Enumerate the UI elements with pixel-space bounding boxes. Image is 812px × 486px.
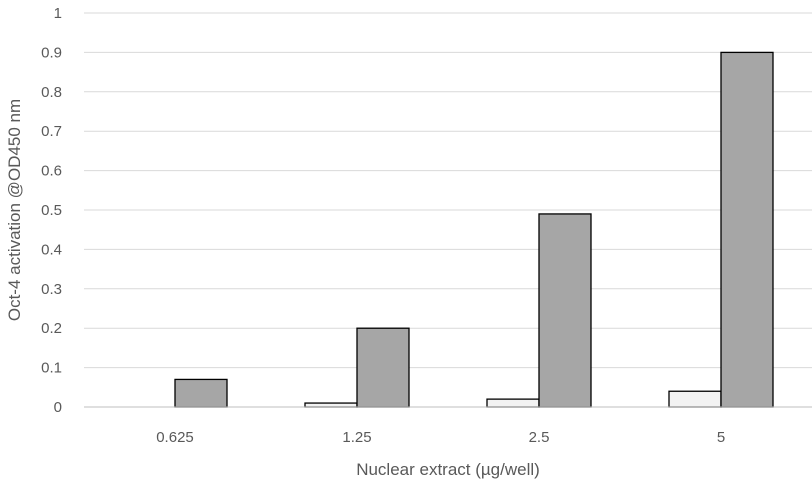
bar-series2 (356, 327, 410, 408)
x-axis-title: Nuclear extract (µg/well) (356, 460, 540, 479)
y-tick-label: 0.8 (41, 84, 62, 101)
bar-series2 (174, 378, 228, 408)
y-tick-label: 0.2 (41, 320, 62, 337)
x-tick-label: 5 (717, 429, 725, 446)
y-tick-label: 0.6 (41, 163, 62, 180)
bar-series1 (304, 402, 358, 408)
x-tick-label: 2.5 (529, 429, 550, 446)
y-tick-label: 0.3 (41, 281, 62, 298)
bar-series2 (538, 213, 592, 408)
x-tick-label: 0.625 (156, 429, 194, 446)
y-tick-label: 0.1 (41, 360, 62, 377)
gridlines (84, 12, 812, 369)
bar-series2 (720, 51, 774, 408)
y-axis-title: Oct-4 activation @OD450 nm (5, 99, 24, 321)
y-axis-ticks: 0 0.1 0.2 0.3 0.4 0.5 0.6 0.7 0.8 0.9 1 (41, 5, 62, 416)
y-tick-label: 0.7 (41, 123, 62, 140)
y-tick-label: 0.4 (41, 241, 62, 258)
y-tick-label: 0.9 (41, 44, 62, 61)
y-tick-label: 0.5 (41, 202, 62, 219)
y-tick-label: 1 (54, 5, 62, 22)
bar-series1 (486, 398, 540, 408)
x-tick-label: 1.25 (342, 429, 371, 446)
x-axis-ticks: 0.625 1.25 2.5 5 (156, 429, 725, 446)
bars (174, 51, 774, 408)
bar-series1 (668, 390, 722, 408)
y-tick-label: 0 (54, 399, 62, 416)
